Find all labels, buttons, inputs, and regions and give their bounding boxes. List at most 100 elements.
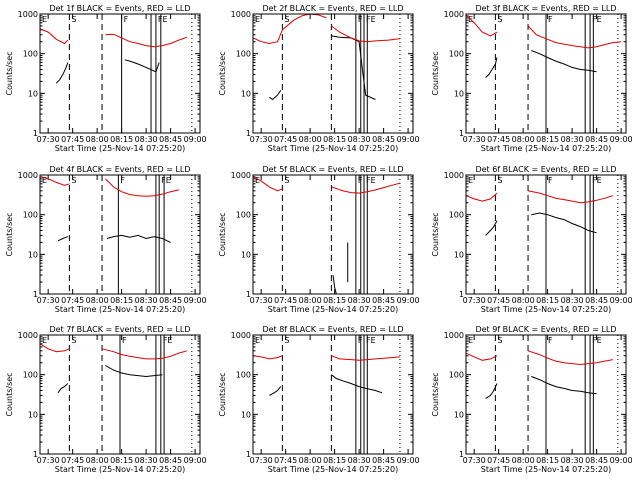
y-tick-label: 1000 xyxy=(18,331,38,340)
lld-series-line xyxy=(465,192,498,202)
events-series-line xyxy=(485,57,498,78)
x-tick-label: 08:15 xyxy=(110,456,133,465)
y-axis-label: Counts/sec xyxy=(431,51,440,95)
x-tick-label: 08:45 xyxy=(585,135,608,144)
x-tick-label: 07:30 xyxy=(463,135,486,144)
marker-label: FE xyxy=(592,176,602,185)
marker-label: F xyxy=(358,15,363,24)
panel-title: Det 7f BLACK = Events, RED = LLD xyxy=(49,325,190,334)
lld-series-line xyxy=(39,176,70,186)
events-series-line xyxy=(105,365,163,378)
y-tick-label: 1 xyxy=(246,450,251,459)
y-tick-label: 1 xyxy=(459,450,464,459)
lld-series-line xyxy=(39,28,69,45)
events-series-line xyxy=(331,374,383,394)
y-tick-label: 1000 xyxy=(231,171,251,180)
lld-series-line xyxy=(465,14,498,37)
marker-label: F xyxy=(548,176,553,185)
detector-panel: Det 7f BLACK = Events, RED = LLD Counts/s… xyxy=(5,325,207,474)
x-tick-label: 09:00 xyxy=(397,456,420,465)
plot-frame xyxy=(252,174,414,295)
marker-label: FE xyxy=(163,336,173,345)
x-tick-label: 07:30 xyxy=(37,296,60,305)
y-tick-label: 100 xyxy=(23,50,38,59)
panel-title: Det 3f BLACK = Events, RED = LLD xyxy=(475,4,616,13)
panel-title: Det 8f BLACK = Events, RED = LLD xyxy=(262,325,403,334)
x-tick-label: 08:30 xyxy=(561,135,584,144)
marker-label: S xyxy=(71,15,76,24)
x-tick-label: 08:00 xyxy=(512,135,535,144)
lld-series-line xyxy=(104,178,179,197)
y-tick-label: 1 xyxy=(33,129,38,138)
detector-panel: Det 2f BLACK = Events, RED = LLD Counts/s… xyxy=(218,4,420,153)
x-tick-label: 08:30 xyxy=(561,456,584,465)
x-tick-label: 07:45 xyxy=(487,456,510,465)
x-axis-label: Start Time (25-Nov-14 07:25:20) xyxy=(55,305,185,314)
x-tick-label: 09:00 xyxy=(184,296,207,305)
detector-panel: Det 9f BLACK = Events, RED = LLD Counts/s… xyxy=(431,325,633,474)
y-tick-label: 10 xyxy=(241,410,251,419)
lld-series-line xyxy=(331,182,401,194)
events-series-line xyxy=(331,35,376,100)
x-tick-label: 07:45 xyxy=(274,296,297,305)
marker-label: FE xyxy=(366,176,376,185)
x-tick-label: 07:30 xyxy=(250,456,273,465)
x-tick-label: 07:45 xyxy=(487,296,510,305)
x-tick-label: 07:45 xyxy=(61,456,84,465)
marker-label: F xyxy=(122,336,127,345)
panel-title: Det 2f BLACK = Events, RED = LLD xyxy=(262,4,403,13)
marker-label: S xyxy=(497,336,502,345)
lld-series-line xyxy=(252,355,283,360)
x-tick-label: 08:15 xyxy=(110,296,133,305)
lld-series-line xyxy=(331,355,400,361)
panel-title: Det 9f BLACK = Events, RED = LLD xyxy=(475,325,616,334)
x-tick-label: 08:00 xyxy=(86,456,109,465)
plot-frame xyxy=(39,13,201,134)
y-tick-label: 1 xyxy=(33,290,38,299)
x-tick-label: 08:15 xyxy=(536,456,559,465)
x-axis-label: Start Time (25-Nov-14 07:25:20) xyxy=(481,465,611,474)
x-tick-label: 09:00 xyxy=(184,135,207,144)
x-tick-label: 09:00 xyxy=(397,296,420,305)
x-tick-label: 09:00 xyxy=(397,135,420,144)
panel-title: Det 6f BLACK = Events, RED = LLD xyxy=(475,165,616,174)
y-tick-label: 100 xyxy=(449,211,464,220)
x-tick-label: 08:45 xyxy=(159,135,182,144)
detector-panel: Det 3f BLACK = Events, RED = LLD Counts/s… xyxy=(431,4,633,153)
detector-panel: Det 6f BLACK = Events, RED = LLD Counts/s… xyxy=(431,165,633,314)
x-tick-label: 08:30 xyxy=(348,456,371,465)
marker-label: FE xyxy=(592,336,602,345)
marker-label: FE xyxy=(592,15,602,24)
lld-series-line xyxy=(527,190,614,204)
events-series-line xyxy=(57,236,68,242)
marker-label: F xyxy=(358,336,363,345)
x-tick-label: 08:45 xyxy=(585,456,608,465)
marker-label: FE xyxy=(366,336,376,345)
y-axis-label: Counts/sec xyxy=(218,212,227,256)
x-tick-label: 07:30 xyxy=(250,296,273,305)
events-series-line xyxy=(106,234,171,243)
lld-series-line xyxy=(331,25,400,43)
lld-series-line xyxy=(527,350,613,366)
plot-frame xyxy=(252,13,414,134)
x-tick-label: 08:15 xyxy=(323,135,346,144)
x-tick-label: 08:45 xyxy=(372,135,395,144)
marker-label: E xyxy=(42,176,47,185)
events-series-line xyxy=(485,383,498,399)
x-axis-label: Start Time (25-Nov-14 07:25:20) xyxy=(55,465,185,474)
plot-frame xyxy=(465,13,627,134)
lld-series-line xyxy=(101,348,188,360)
marker-label: E xyxy=(468,336,473,345)
lld-series-line xyxy=(105,33,188,48)
x-tick-label: 07:45 xyxy=(274,456,297,465)
events-series-line xyxy=(531,212,597,234)
y-axis-label: Counts/sec xyxy=(5,372,14,416)
y-tick-label: 1000 xyxy=(444,10,464,19)
lld-series-line xyxy=(39,343,70,353)
marker-label: E xyxy=(42,336,47,345)
marker-label: E xyxy=(255,15,260,24)
y-tick-label: 1 xyxy=(246,290,251,299)
panel-title: Det 1f BLACK = Events, RED = LLD xyxy=(49,4,190,13)
marker-label: FE xyxy=(366,15,376,24)
